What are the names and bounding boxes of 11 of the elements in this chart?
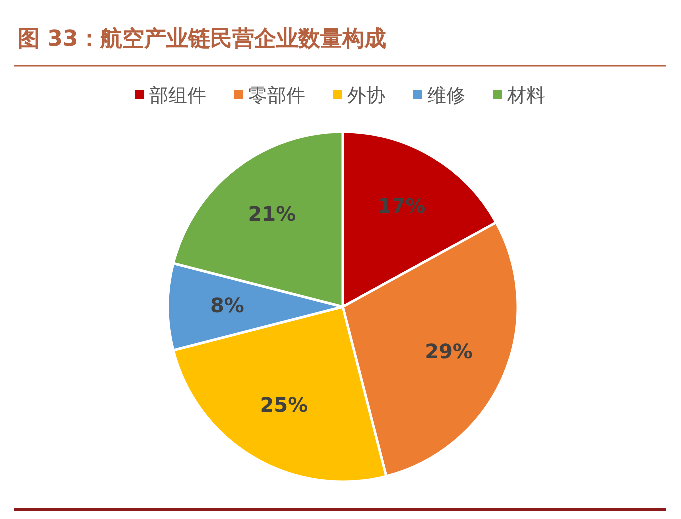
data-label: 8% — [210, 293, 244, 318]
legend-label: 零部件 — [248, 85, 306, 108]
data-label: 29% — [425, 339, 473, 364]
data-label: 25% — [260, 392, 308, 417]
legend-label: 部组件 — [150, 85, 206, 108]
legend-label: 材料 — [506, 85, 546, 108]
legend-label: 外协 — [348, 85, 386, 108]
chart-title: 图 33：航空产业链民营企业数量构成 — [18, 26, 386, 52]
data-label: 21% — [248, 202, 296, 226]
legend-label: 维修 — [428, 85, 466, 108]
data-label: 17% — [378, 194, 426, 218]
